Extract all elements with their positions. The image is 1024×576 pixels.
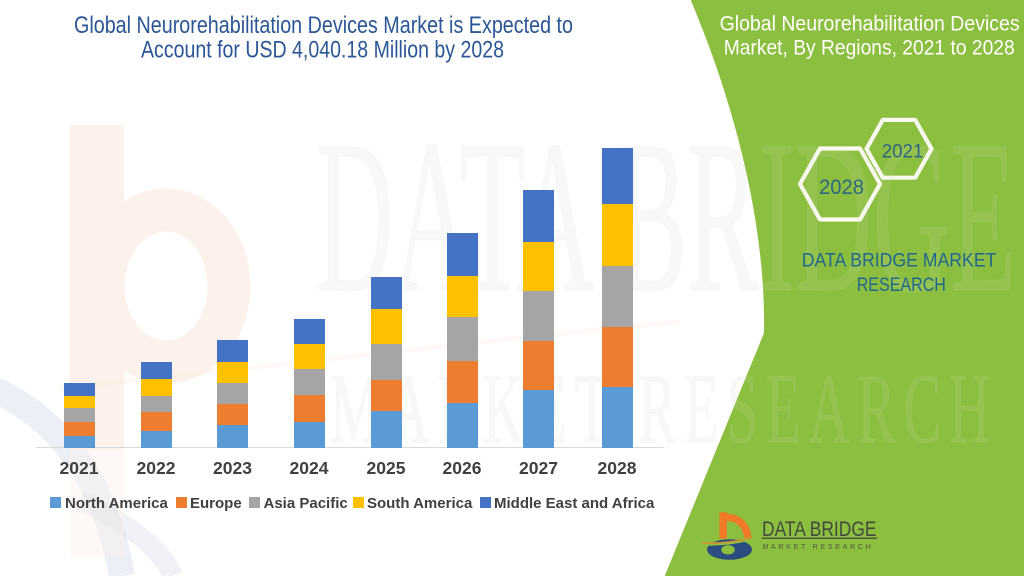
svg-text:Market, By Regions, 2021 to 20: Market, By Regions, 2021 to 2028 [724, 37, 1015, 60]
svg-text:DATA BRIDGE MARKET: DATA BRIDGE MARKET [802, 251, 997, 272]
svg-text:RESEARCH: RESEARCH [857, 275, 946, 296]
svg-text:Global Neurorehabilitation Dev: Global Neurorehabilitation Devices Marke… [74, 12, 573, 39]
svg-text:DATA BRIDGE: DATA BRIDGE [762, 517, 877, 541]
svg-text:2021: 2021 [882, 141, 924, 163]
svg-text:Account for USD 4,040.18 Milli: Account for USD 4,040.18 Million by 2028 [141, 37, 504, 64]
svg-text:MARKET RESEARCH: MARKET RESEARCH [763, 542, 874, 551]
svg-text:Global Neurorehabilitation Dev: Global Neurorehabilitation Devices [720, 13, 1020, 36]
svg-text:2028: 2028 [819, 175, 864, 199]
